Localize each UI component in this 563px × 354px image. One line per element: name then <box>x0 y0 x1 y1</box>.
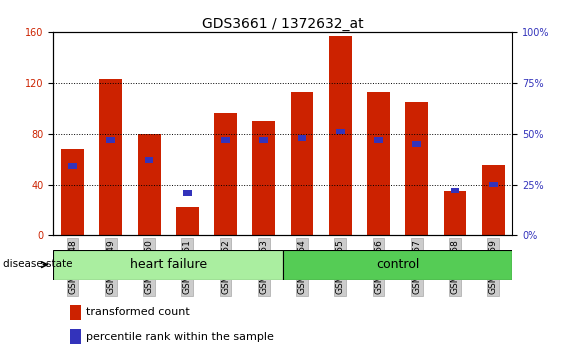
Text: GSM476054: GSM476054 <box>297 239 306 294</box>
Bar <box>99 79 122 235</box>
Bar <box>260 137 268 143</box>
Bar <box>70 305 81 320</box>
Text: GSM476049: GSM476049 <box>106 239 115 294</box>
Bar <box>137 133 160 235</box>
Title: GDS3661 / 1372632_at: GDS3661 / 1372632_at <box>202 17 364 31</box>
Text: heart failure: heart failure <box>129 258 207 271</box>
Text: GSM476055: GSM476055 <box>336 239 345 295</box>
Text: GSM476051: GSM476051 <box>183 239 192 295</box>
Bar <box>489 182 498 187</box>
Bar <box>176 207 199 235</box>
Bar <box>374 137 383 143</box>
Bar <box>444 191 466 235</box>
Text: GSM476058: GSM476058 <box>450 239 459 295</box>
Bar <box>106 137 115 143</box>
Bar <box>450 188 459 194</box>
Bar <box>252 121 275 235</box>
Bar <box>405 102 428 235</box>
Bar <box>145 157 154 163</box>
Text: GSM476053: GSM476053 <box>260 239 269 295</box>
Bar <box>70 329 81 344</box>
Bar <box>183 190 191 195</box>
Bar <box>298 135 306 141</box>
Bar <box>329 36 352 235</box>
Bar <box>221 137 230 143</box>
FancyBboxPatch shape <box>283 250 512 280</box>
Bar <box>336 129 345 135</box>
Text: GSM476056: GSM476056 <box>374 239 383 295</box>
Bar <box>214 113 237 235</box>
Bar <box>482 165 504 235</box>
Bar <box>412 141 421 147</box>
FancyBboxPatch shape <box>53 250 283 280</box>
Text: GSM476059: GSM476059 <box>489 239 498 295</box>
Bar <box>291 92 314 235</box>
Text: GSM476052: GSM476052 <box>221 239 230 294</box>
Bar <box>61 149 84 235</box>
Text: percentile rank within the sample: percentile rank within the sample <box>86 332 274 342</box>
Text: transformed count: transformed count <box>86 307 189 317</box>
Text: GSM476057: GSM476057 <box>412 239 421 295</box>
Bar <box>68 163 77 169</box>
Text: GSM476048: GSM476048 <box>68 239 77 294</box>
Text: disease state: disease state <box>3 259 72 269</box>
Bar <box>367 92 390 235</box>
Text: GSM476050: GSM476050 <box>145 239 154 295</box>
Text: control: control <box>376 258 419 271</box>
